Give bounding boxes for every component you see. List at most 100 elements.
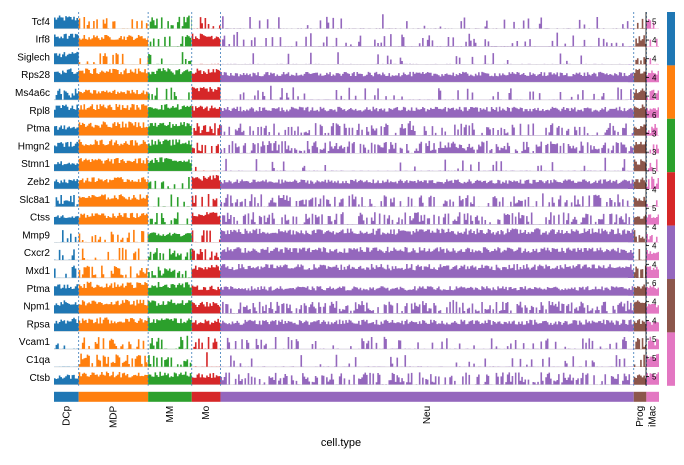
expression-cell (78, 34, 149, 47)
expression-bars (220, 71, 634, 83)
x-tick-label: Prog (635, 406, 646, 427)
legend-swatch (667, 65, 675, 119)
expression-bars (633, 265, 647, 278)
expression-bars (54, 215, 79, 225)
expression-cell (220, 212, 634, 225)
expression-bars (191, 142, 221, 154)
group-bar-mo (191, 391, 221, 402)
expression-bars (148, 212, 192, 225)
expression-cell (633, 337, 647, 350)
legend-swatch (667, 225, 675, 279)
expression-bars (220, 193, 634, 207)
expression-bars (54, 68, 79, 83)
legend-tick-label: 4 (652, 260, 657, 269)
x-tick-label: iMac (648, 406, 659, 427)
expression-bars (220, 32, 634, 47)
expression-bars (220, 52, 634, 65)
expression-cell (220, 52, 634, 65)
expression-cell (646, 124, 659, 136)
expression-cell (78, 299, 149, 314)
expression-bars (148, 335, 192, 350)
expression-bars (633, 159, 647, 172)
legend-swatch (667, 332, 675, 386)
expression-cell (220, 228, 634, 243)
expression-bars (78, 34, 149, 47)
expression-cell (54, 104, 79, 118)
expression-bars (191, 264, 221, 278)
expression-bars (191, 373, 221, 385)
expression-cell (633, 68, 647, 83)
expression-bars (191, 301, 221, 314)
expression-bars (633, 284, 647, 296)
expression-cell (148, 121, 192, 136)
expression-bars (646, 303, 659, 314)
expression-cell (633, 265, 647, 278)
expression-bars (78, 265, 149, 278)
expression-bars (78, 353, 149, 367)
expression-cell (191, 264, 221, 278)
expression-bars (54, 141, 79, 154)
expression-cell (633, 214, 647, 225)
expression-cell (220, 300, 634, 314)
expression-cell (633, 249, 647, 261)
expression-bars (220, 300, 634, 314)
expression-bars (646, 285, 659, 296)
expression-cell (220, 246, 634, 261)
legend-tick-label: 4 (652, 316, 657, 325)
expression-bars (148, 52, 192, 65)
expression-cell (78, 229, 149, 243)
expression-cell (220, 179, 634, 189)
expression-cell (646, 303, 659, 314)
expression-cell (191, 194, 221, 207)
expression-bars (633, 230, 647, 243)
expression-cell (148, 68, 192, 83)
expression-cell (191, 175, 221, 189)
x-tick-label: MDP (108, 405, 119, 428)
expression-bars (633, 124, 647, 136)
expression-cell (633, 18, 647, 29)
gene-label: Rps28 (21, 70, 50, 81)
expression-cell (54, 249, 79, 261)
expression-bars (220, 212, 634, 225)
expression-bars (148, 68, 192, 83)
expression-bars (54, 51, 79, 65)
expression-bars (78, 121, 149, 136)
expression-cell (191, 285, 221, 296)
expression-bars (54, 230, 79, 243)
expression-cell (78, 317, 149, 332)
gene-label: C1qa (26, 355, 50, 366)
expression-bars (148, 266, 192, 278)
legend-tick-label: 3 (652, 129, 657, 138)
expression-bars (78, 53, 149, 65)
expression-bars (191, 86, 221, 100)
expression-cell (148, 52, 192, 65)
gene-label: Irf8 (36, 35, 51, 46)
group-bar-prog (633, 391, 647, 402)
expression-cell (191, 68, 221, 83)
expression-bars (148, 232, 192, 243)
expression-bars (646, 320, 659, 332)
expression-cell (633, 35, 647, 47)
expression-cell (54, 343, 79, 350)
expression-cell (191, 230, 221, 243)
expression-bars (78, 177, 149, 189)
expression-bars (191, 249, 221, 261)
expression-bars (78, 212, 149, 225)
expression-cell (220, 286, 634, 296)
expression-bars (78, 371, 149, 385)
expression-bars (191, 212, 221, 225)
expression-bars (148, 248, 192, 261)
expression-bars (633, 68, 647, 83)
expression-cell (220, 71, 634, 83)
expression-cell (78, 371, 149, 385)
expression-cell (633, 57, 647, 65)
expression-cell (78, 89, 149, 100)
legend-tick-label: 3 (652, 148, 657, 157)
expression-bars (148, 35, 192, 47)
expression-cell (633, 196, 647, 207)
expression-cell (78, 68, 149, 83)
expression-cell (646, 266, 659, 278)
gene-label: Ms4a6c (15, 88, 50, 99)
expression-bars (633, 354, 647, 367)
